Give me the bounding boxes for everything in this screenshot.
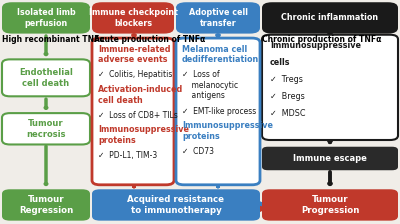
FancyBboxPatch shape	[262, 35, 398, 140]
Text: Activation-induced
cell death: Activation-induced cell death	[98, 85, 183, 105]
Text: Immunosuppressive: Immunosuppressive	[270, 41, 361, 50]
Text: Isolated limb
perfusion: Isolated limb perfusion	[17, 8, 75, 28]
Text: Chronic inflammation: Chronic inflammation	[282, 13, 378, 22]
FancyBboxPatch shape	[92, 189, 260, 221]
FancyBboxPatch shape	[262, 147, 398, 170]
Text: Chronic production of TNFα: Chronic production of TNFα	[262, 35, 381, 44]
Text: Immune checkpoint
blockers: Immune checkpoint blockers	[88, 8, 178, 28]
Text: ✓  Loss of CD8+ TILs: ✓ Loss of CD8+ TILs	[98, 111, 178, 120]
Text: High recombinant TNFα: High recombinant TNFα	[2, 35, 105, 44]
Text: Acquired resistance
to immunotherapy: Acquired resistance to immunotherapy	[128, 195, 224, 215]
Text: ✓  Colitis, Hepatitis: ✓ Colitis, Hepatitis	[98, 70, 172, 79]
FancyBboxPatch shape	[262, 189, 398, 221]
FancyBboxPatch shape	[176, 38, 260, 185]
FancyBboxPatch shape	[2, 59, 90, 96]
Text: Tumour
necrosis: Tumour necrosis	[26, 119, 66, 138]
Text: Immune-related
adverse events: Immune-related adverse events	[98, 45, 170, 64]
Text: Acute production of TNFα: Acute production of TNFα	[94, 35, 205, 44]
Text: cells: cells	[270, 58, 290, 67]
Text: Tumour
Progression: Tumour Progression	[301, 195, 359, 215]
Text: ✓  Tregs: ✓ Tregs	[270, 75, 303, 84]
Text: Immunosuppressive
proteins: Immunosuppressive proteins	[98, 125, 189, 145]
Text: ✓  PD-L1, TIM-3: ✓ PD-L1, TIM-3	[98, 151, 157, 160]
FancyBboxPatch shape	[262, 2, 398, 34]
Text: Immunosuppressive
proteins: Immunosuppressive proteins	[182, 121, 273, 141]
Text: ✓  MDSC: ✓ MDSC	[270, 109, 306, 118]
FancyBboxPatch shape	[2, 189, 90, 221]
Text: Immune escape: Immune escape	[293, 154, 367, 163]
Text: ✓  EMT-like process: ✓ EMT-like process	[182, 107, 256, 116]
FancyBboxPatch shape	[92, 2, 174, 34]
FancyBboxPatch shape	[2, 113, 90, 144]
FancyBboxPatch shape	[2, 2, 90, 34]
Text: Melanoma cell
dedifferentiation: Melanoma cell dedifferentiation	[182, 45, 259, 64]
Text: Tumour
Regression: Tumour Regression	[19, 195, 73, 215]
Text: Adoptive cell
transfer: Adoptive cell transfer	[188, 8, 248, 28]
Text: ✓  CD73: ✓ CD73	[182, 147, 214, 156]
FancyBboxPatch shape	[176, 2, 260, 34]
Text: ✓  Loss of
    melanocytic
    antigens: ✓ Loss of melanocytic antigens	[182, 70, 238, 100]
Text: Endothelial
cell death: Endothelial cell death	[19, 68, 73, 88]
Text: ✓  Bregs: ✓ Bregs	[270, 92, 305, 101]
FancyBboxPatch shape	[92, 38, 174, 185]
